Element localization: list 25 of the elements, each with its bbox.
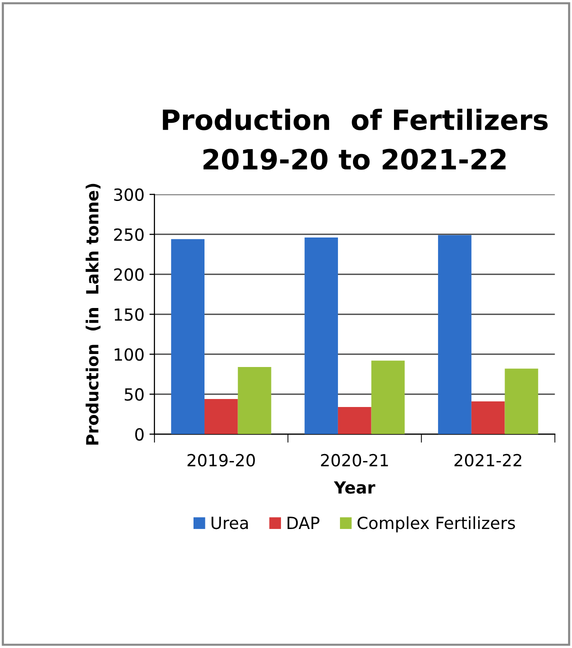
legend-label: DAP	[288, 516, 320, 529]
x-tick-label: 2021-22	[454, 454, 522, 467]
bar	[371, 360, 405, 434]
bar	[171, 239, 204, 434]
y-tick-label: 200	[114, 268, 144, 281]
y-tick-label: 50	[124, 388, 144, 401]
legend-label: Complex Fertilizers	[358, 516, 515, 532]
x-tick-label: 2019-20	[188, 454, 255, 467]
bar	[504, 368, 538, 434]
y-tick-label: 0	[135, 428, 144, 441]
bar	[304, 238, 338, 434]
y-tick-label: 250	[114, 228, 144, 241]
y-tick-label: 150	[114, 308, 144, 321]
bar	[438, 235, 472, 434]
bar	[338, 406, 372, 434]
y-tick-label: 300	[114, 188, 144, 201]
chart-title: Production of Fertilizers 2019-20 to 2021-22	[162, 108, 548, 170]
bar	[238, 367, 272, 434]
y-axis-title: Production (in Lakh tonne)	[86, 184, 101, 445]
legend-label: Urea	[212, 516, 248, 530]
x-axis-title: Year	[334, 481, 376, 494]
y-tick-label: 100	[114, 348, 144, 361]
bar	[471, 401, 505, 434]
x-tick-label: 2020-21	[321, 454, 388, 467]
bar	[204, 398, 238, 434]
